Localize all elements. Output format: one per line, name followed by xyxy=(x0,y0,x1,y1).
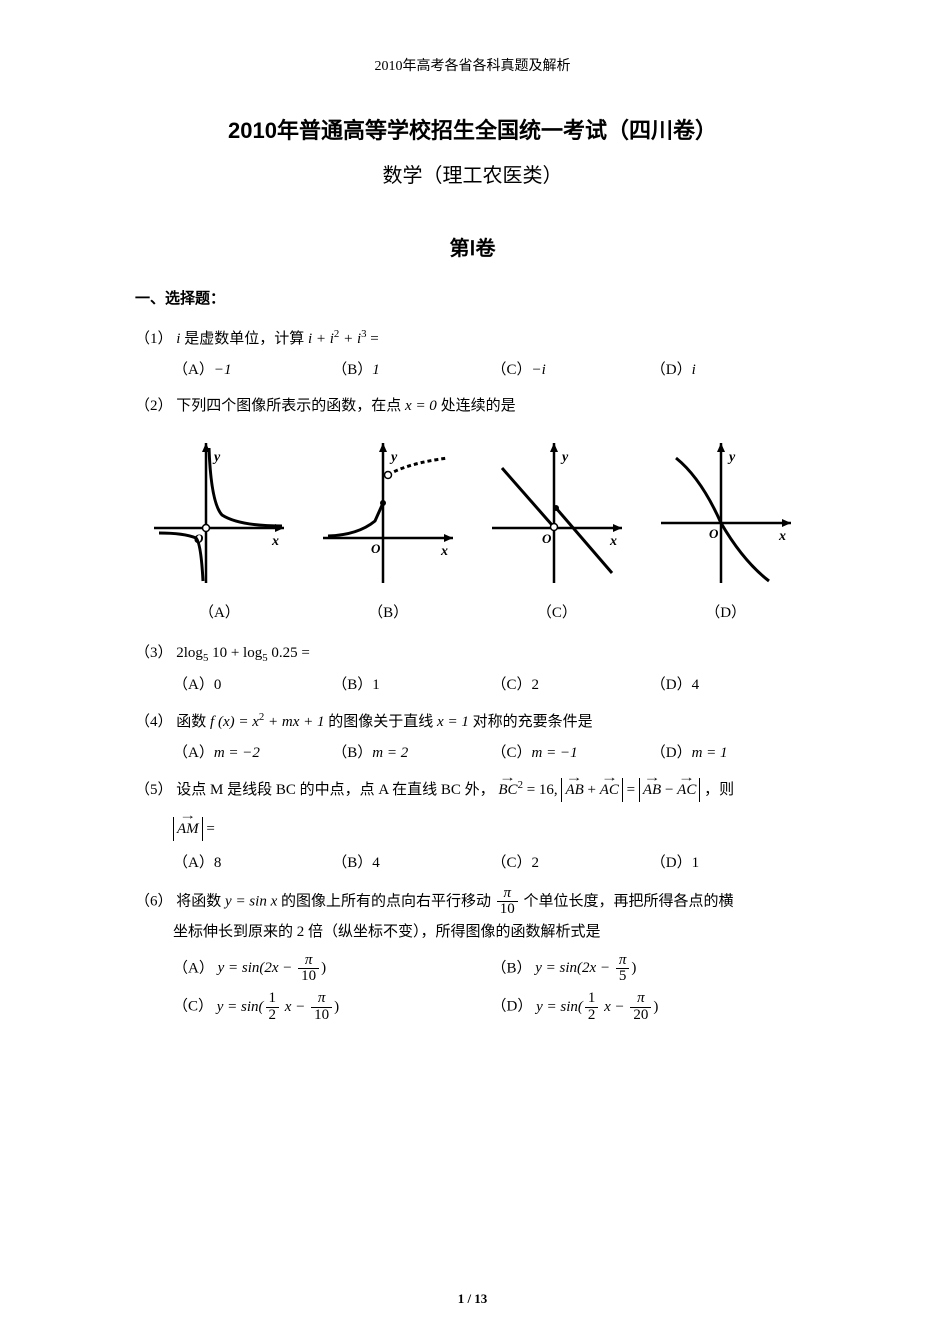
q5-lhs: AB + AC xyxy=(561,782,622,798)
q3-num: （3） xyxy=(135,645,173,661)
q2-num: （2） xyxy=(135,398,173,414)
q3-opt-b: （B）1 xyxy=(332,671,491,700)
q5-rhs: AB − AC xyxy=(639,782,700,798)
q6-opt-a: （A） y = sin(2x − π10) xyxy=(173,953,492,986)
q2-label-d: （D） xyxy=(651,599,801,628)
question-2: （2） 下列四个图像所表示的函数，在点 x = 0 处连续的是 y x O xyxy=(135,392,810,627)
q4-num: （4） xyxy=(135,714,173,730)
q6-pi10: π10 xyxy=(497,886,518,919)
page-number: 1 / 13 xyxy=(0,1291,945,1307)
q6-num: （6） xyxy=(135,893,173,909)
q4-stem-c: 对称的充要条件是 xyxy=(473,714,593,730)
q4-opt-b: （B）m = 2 xyxy=(332,739,491,768)
q4-stem-a: 函数 xyxy=(176,714,210,730)
svg-text:O: O xyxy=(194,531,204,546)
q5-bc2: BC2 = 16, xyxy=(498,782,557,798)
question-1: （1） i 是虚数单位，计算 i + i2 + i3 = （A）−1 （B）1 … xyxy=(135,324,810,384)
q4-opt-c: （C）m = −1 xyxy=(492,739,651,768)
q5-opt-d: （D）1 xyxy=(651,849,810,878)
q1-num: （1） xyxy=(135,331,173,347)
q2-graph-d: y x O xyxy=(651,433,801,593)
q1-opt-b: （B）1 xyxy=(332,356,491,385)
q4-stem-b: 的图像关于直线 xyxy=(328,714,437,730)
svg-text:O: O xyxy=(371,541,381,556)
q3-expr: 2log5 10 + log5 0.25 = xyxy=(176,645,310,661)
q1-options: （A）−1 （B）1 （C）−i （D）i xyxy=(135,356,810,385)
svg-text:x: x xyxy=(440,544,448,559)
q6-opt-d: （D） y = sin(12 x − π20) xyxy=(492,991,811,1024)
svg-text:O: O xyxy=(542,531,552,546)
q6-opt-b: （B） y = sin(2x − π5) xyxy=(492,953,811,986)
title-main: 2010年普通高等学校招生全国统一考试（四川卷） xyxy=(135,113,810,145)
q2-graph-b: y x O xyxy=(313,433,463,593)
q3-options: （A）0 （B）1 （C）2 （D）4 xyxy=(135,671,810,700)
q5-stem-a: 设点 M 是线段 BC 的中点，点 A 在直线 BC 外， xyxy=(176,782,494,798)
q2-stem-b: 处连续的是 xyxy=(441,398,516,414)
q4-opt-d: （D）m = 1 xyxy=(651,739,810,768)
q2-graph-labels: （A） （B） （C） （D） xyxy=(135,599,810,628)
svg-text:O: O xyxy=(709,526,719,541)
svg-text:x: x xyxy=(609,534,617,549)
q4-fx: f (x) = x2 + mx + 1 xyxy=(210,714,325,730)
question-3: （3） 2log5 10 + log5 0.25 = （A）0 （B）1 （C）… xyxy=(135,639,810,699)
q5-opt-c: （C）2 xyxy=(492,849,651,878)
question-5: （5） 设点 M 是线段 BC 的中点，点 A 在直线 BC 外， BC2 = … xyxy=(135,775,810,878)
q1-tail: = xyxy=(367,331,379,347)
q1-i: i xyxy=(176,331,180,347)
q6-stem-c: 个单位长度，再把所得各点的横 xyxy=(524,893,734,909)
q5-opt-b: （B）4 xyxy=(332,849,491,878)
q5-options: （A）8 （B）4 （C）2 （D）1 xyxy=(135,849,810,878)
svg-text:x: x xyxy=(778,529,786,544)
q6-ysinx: y = sin x xyxy=(225,893,277,909)
q2-label-b: （B） xyxy=(313,599,463,628)
section-heading: 一、选择题： xyxy=(135,287,810,308)
q6-stem-d: 坐标伸长到原来的 2 倍（纵坐标不变），所得图像的函数解析式是 xyxy=(135,918,810,947)
q5-num: （5） xyxy=(135,782,173,798)
q5-stem-b: ，则 xyxy=(704,782,734,798)
q2-graph-c: y x O xyxy=(482,433,632,593)
q5-eq: = xyxy=(627,782,639,798)
svg-text:x: x xyxy=(271,534,279,549)
q6-options: （A） y = sin(2x − π10) （B） y = sin(2x − π… xyxy=(135,953,810,1030)
q1-expr: i + i2 + i3 xyxy=(308,331,367,347)
svg-text:y: y xyxy=(212,450,221,465)
q1-opt-a: （A）−1 xyxy=(173,356,332,385)
q4-options: （A）m = −2 （B）m = 2 （C）m = −1 （D）m = 1 xyxy=(135,739,810,768)
q3-opt-c: （C）2 xyxy=(492,671,651,700)
q2-stem-a: 下列四个图像所表示的函数，在点 xyxy=(176,398,405,414)
q2-label-c: （C） xyxy=(482,599,632,628)
q6-opt-c: （C） y = sin(12 x − π10) xyxy=(173,991,492,1024)
q5-opt-a: （A）8 xyxy=(173,849,332,878)
q6-stem-a: 将函数 xyxy=(176,893,225,909)
q2-graph-a: y x O xyxy=(144,433,294,593)
question-6: （6） 将函数 y = sin x 的图像上所有的点向右平行移动 π10 个单位… xyxy=(135,886,810,1030)
q5-am: AM = xyxy=(173,821,215,837)
q6-stem-b: 的图像上所有的点向右平行移动 xyxy=(281,893,495,909)
q2-label-a: （A） xyxy=(144,599,294,628)
q3-opt-a: （A）0 xyxy=(173,671,332,700)
header-note: 2010年高考各省各科真题及解析 xyxy=(135,55,810,75)
q2-expr: x = 0 xyxy=(405,398,437,414)
q2-graphs: y x O y x O y x xyxy=(135,433,810,593)
part-title: 第Ⅰ卷 xyxy=(135,232,810,261)
q1-stem-a: 是虚数单位，计算 xyxy=(184,331,304,347)
q1-opt-d: （D）i xyxy=(651,356,810,385)
question-4: （4） 函数 f (x) = x2 + mx + 1 的图像关于直线 x = 1… xyxy=(135,707,810,767)
q4-x1: x = 1 xyxy=(437,714,469,730)
title-sub: 数学（理工农医类） xyxy=(135,159,810,188)
svg-text:y: y xyxy=(560,450,569,465)
q1-opt-c: （C）−i xyxy=(492,356,651,385)
q4-opt-a: （A）m = −2 xyxy=(173,739,332,768)
q3-opt-d: （D）4 xyxy=(651,671,810,700)
svg-text:y: y xyxy=(727,450,736,465)
svg-text:y: y xyxy=(389,450,398,465)
